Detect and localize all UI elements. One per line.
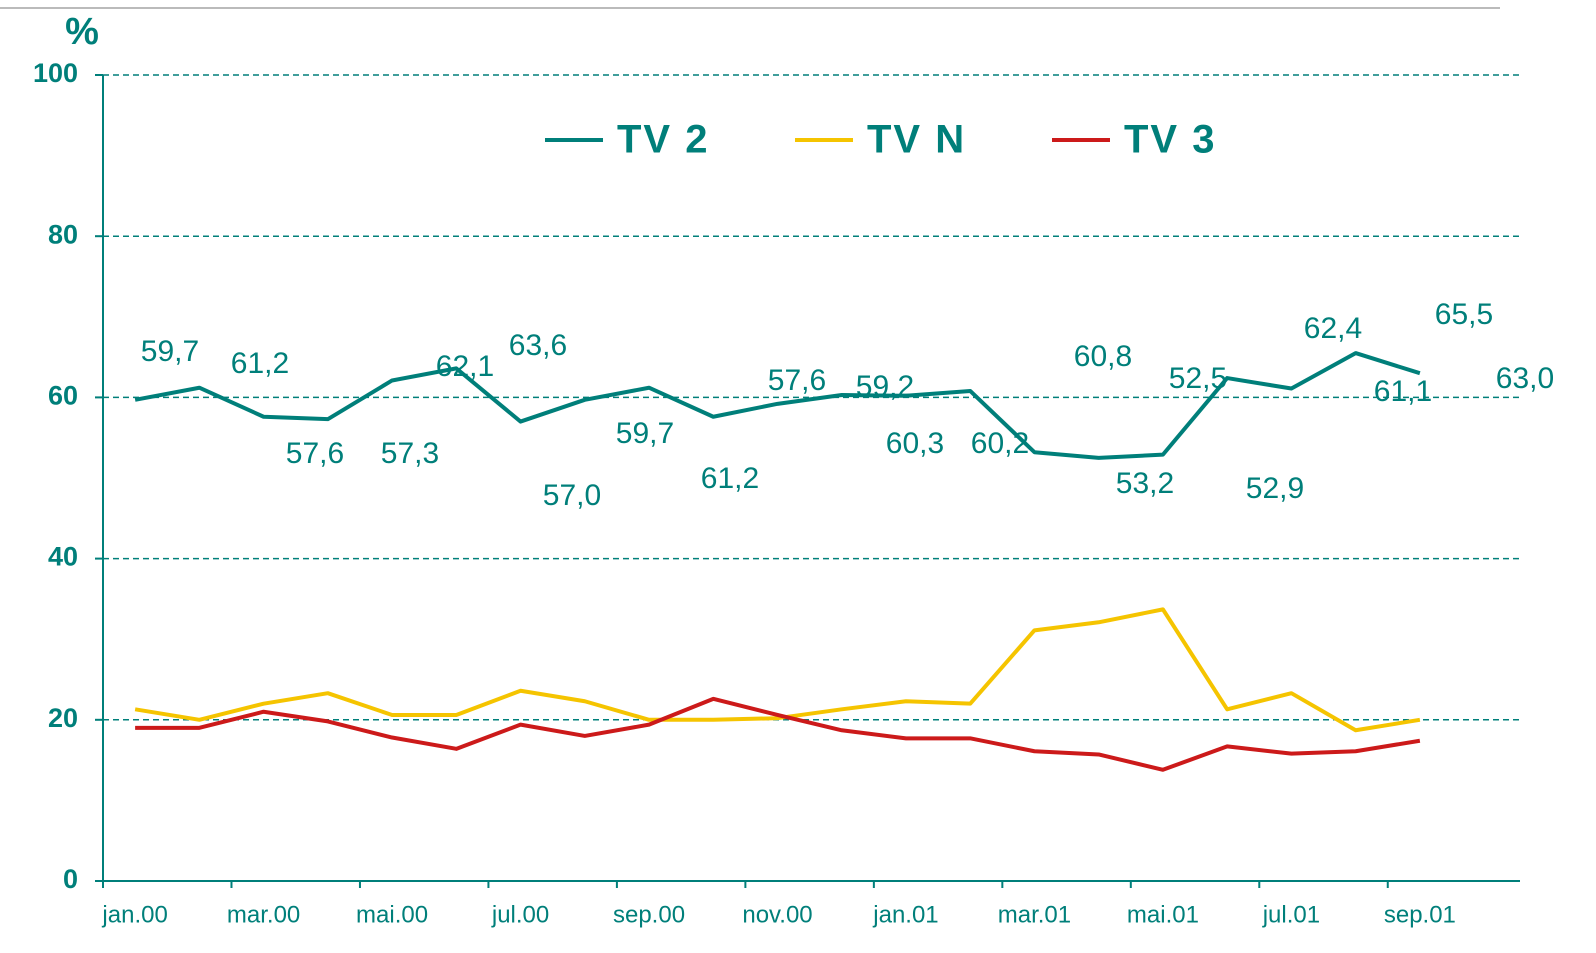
x-tick-label: mai.00 <box>356 901 428 928</box>
x-tick-label: sep.00 <box>613 901 685 928</box>
data-label: 57,3 <box>381 437 439 470</box>
y-tick-label: 0 <box>63 864 78 894</box>
data-label: 57,6 <box>768 364 826 397</box>
data-label: 52,9 <box>1246 472 1304 505</box>
data-label: 62,4 <box>1304 312 1362 345</box>
data-label: 63,0 <box>1496 362 1554 395</box>
y-tick-label: 100 <box>33 58 78 88</box>
x-tick-label: jul.00 <box>491 901 549 928</box>
data-label: 61,1 <box>1374 375 1432 408</box>
data-label: 53,2 <box>1116 467 1174 500</box>
y-tick-label: 40 <box>48 542 78 572</box>
y-tick-label: 60 <box>48 381 78 411</box>
legend-label: TV N <box>867 118 966 162</box>
x-tick-label: jul.01 <box>1262 901 1320 928</box>
data-label: 62,1 <box>436 350 494 383</box>
y-tick-label: 20 <box>48 703 78 733</box>
data-label: 59,2 <box>856 370 914 403</box>
data-label: 59,7 <box>616 417 674 450</box>
y-axis-label: % <box>65 11 99 53</box>
data-label: 61,2 <box>231 347 289 380</box>
series-line <box>134 607 1421 733</box>
y-tick-label: 80 <box>48 219 78 249</box>
x-tick-label: mar.00 <box>227 901 300 928</box>
x-tick-label: mai.01 <box>1127 901 1199 928</box>
data-label: 60,2 <box>971 427 1029 460</box>
data-label: 57,0 <box>543 479 601 512</box>
series-line <box>134 351 1421 460</box>
data-label: 61,2 <box>701 462 759 495</box>
x-tick-label: sep.01 <box>1384 901 1456 928</box>
x-tick-label: jan.00 <box>101 901 167 928</box>
data-label: 63,6 <box>509 329 567 362</box>
legend-label: TV 2 <box>617 118 709 162</box>
data-label: 52,5 <box>1169 362 1227 395</box>
data-label: 59,7 <box>141 335 199 368</box>
data-label: 60,8 <box>1074 340 1132 373</box>
x-tick-label: nov.00 <box>742 901 812 928</box>
data-label: 65,5 <box>1435 298 1493 331</box>
x-tick-label: jan.01 <box>872 901 938 928</box>
data-label: 57,6 <box>286 437 344 470</box>
data-label: 60,3 <box>886 427 944 460</box>
series-line <box>135 696 1421 772</box>
x-tick-label: mar.01 <box>998 901 1071 928</box>
legend-label: TV 3 <box>1124 118 1216 162</box>
